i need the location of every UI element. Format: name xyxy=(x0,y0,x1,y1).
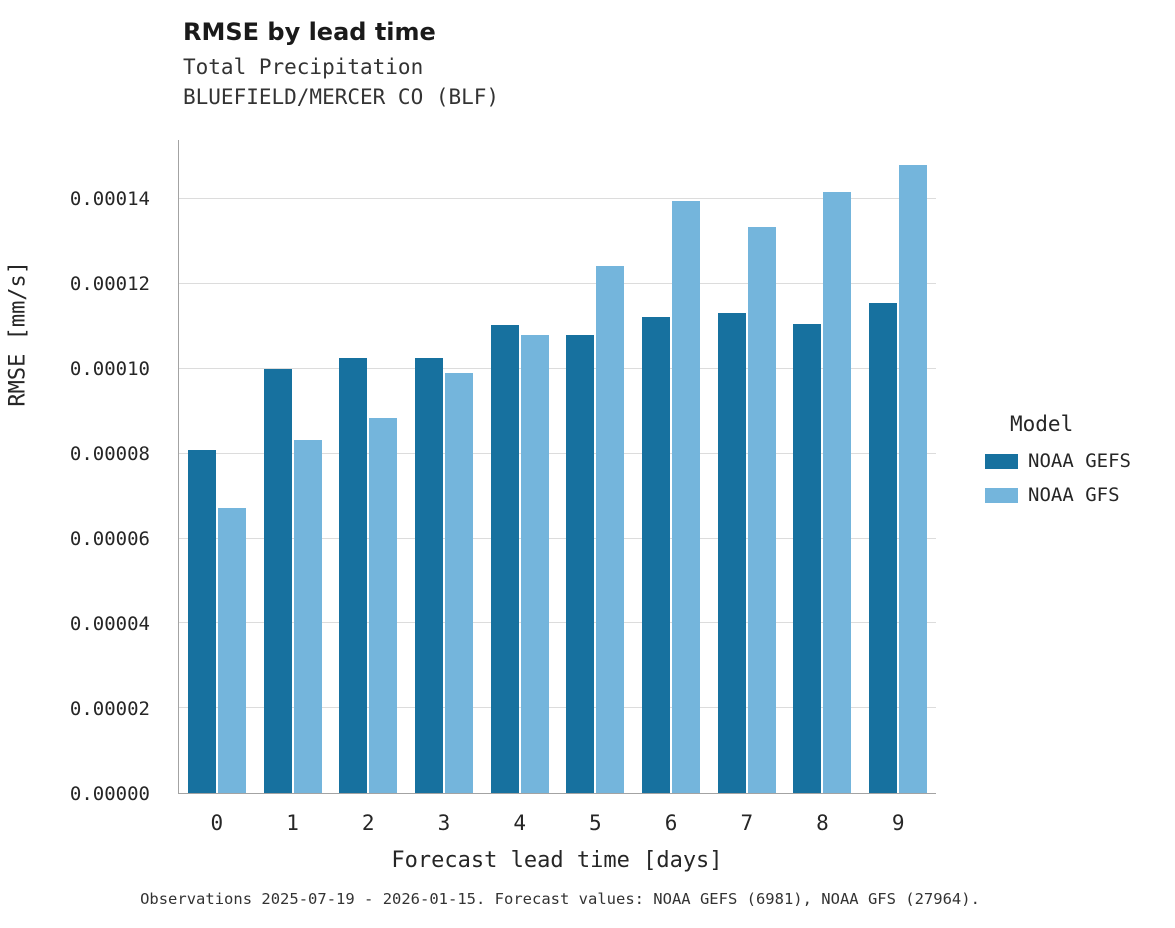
x-tick-label: 7 xyxy=(740,811,754,835)
bar-noaa-gefs xyxy=(339,358,368,793)
gridline xyxy=(179,707,936,709)
y-tick-label: 0.00010 xyxy=(69,358,150,381)
y-tick-label: 0.00014 xyxy=(69,188,150,211)
bar-noaa-gfs xyxy=(369,417,398,793)
bar-noaa-gefs xyxy=(717,313,746,793)
bar-noaa-gfs xyxy=(672,201,701,793)
x-tick-label: 8 xyxy=(816,811,829,835)
y-tick-label: 0.00012 xyxy=(69,273,150,296)
bar-group: 7 xyxy=(709,140,785,835)
bar-group: 6 xyxy=(633,140,709,835)
bar-group: 5 xyxy=(558,140,634,835)
gridline xyxy=(179,452,936,454)
legend-swatch-gfs xyxy=(985,487,1018,503)
bar-noaa-gefs xyxy=(793,323,822,793)
bar-group: 9 xyxy=(860,140,936,835)
gridline xyxy=(179,537,936,539)
legend-swatch-gefs xyxy=(985,453,1018,469)
bar-group: 2 xyxy=(330,140,406,835)
bar-group: 4 xyxy=(482,140,558,835)
y-tick-label: 0.00004 xyxy=(69,613,150,636)
bar-groups-container: 0 1 2 3 4 5 6 7 8 9 xyxy=(179,140,936,835)
x-tick-label: 1 xyxy=(286,811,299,835)
plot-wrap: 0 1 2 3 4 5 6 7 8 9 xyxy=(178,140,936,835)
gridline xyxy=(179,283,936,285)
gridline xyxy=(179,367,936,369)
legend-title: Model xyxy=(1010,412,1074,436)
bar-noaa-gefs xyxy=(642,317,671,793)
bar-noaa-gefs xyxy=(187,449,216,793)
x-tick-label: 6 xyxy=(664,811,678,835)
bar-noaa-gfs xyxy=(899,165,928,793)
plot-area: 0 1 2 3 4 5 6 7 8 9 xyxy=(178,140,936,835)
bar-noaa-gfs xyxy=(596,265,625,793)
gridline xyxy=(179,622,936,624)
bar-noaa-gefs xyxy=(566,335,595,793)
bar-noaa-gfs xyxy=(747,226,776,793)
y-axis-label: RMSE [mm/s] xyxy=(5,260,31,407)
subtitle-station: BLUEFIELD/MERCER CO (BLF) xyxy=(183,85,500,109)
x-axis-label: Forecast lead time [days] xyxy=(391,848,723,873)
x-tick-label: 2 xyxy=(361,811,375,835)
bar-group: 8 xyxy=(785,140,861,835)
bar-group: 0 xyxy=(179,140,255,835)
x-tick-label: 0 xyxy=(210,811,224,835)
bar-noaa-gefs xyxy=(869,303,898,793)
chart-title: RMSE by lead time xyxy=(183,18,436,46)
x-tick-label: 4 xyxy=(513,811,526,835)
legend-item-gfs: NOAA GFS xyxy=(985,484,1170,506)
legend-item-gefs: NOAA GEFS xyxy=(985,450,1170,472)
y-tick-label: 0.00002 xyxy=(69,698,150,721)
caption: Observations 2025-07-19 - 2026-01-15. Fo… xyxy=(140,890,980,908)
gridline xyxy=(179,198,936,200)
legend-label-gefs: NOAA GEFS xyxy=(1028,450,1131,472)
bar-group: 1 xyxy=(255,140,331,835)
bar-noaa-gfs xyxy=(520,335,549,793)
legend: Model NOAA GEFS NOAA GFS xyxy=(985,412,1170,518)
x-tick-label: 9 xyxy=(891,811,905,835)
y-tick-label: 0.00006 xyxy=(69,528,150,551)
bar-group: 3 xyxy=(406,140,482,835)
bar-noaa-gfs xyxy=(444,373,473,793)
y-tick-label: 0.00008 xyxy=(69,443,150,466)
bar-noaa-gefs xyxy=(263,368,292,793)
bar-noaa-gfs xyxy=(823,192,852,793)
bar-noaa-gefs xyxy=(490,325,519,793)
legend-label-gfs: NOAA GFS xyxy=(1028,484,1120,506)
subtitle-variable: Total Precipitation xyxy=(183,55,424,79)
chart-subtitle: Total Precipitation BLUEFIELD/MERCER CO (… xyxy=(183,52,499,112)
bar-noaa-gfs xyxy=(293,440,322,793)
y-tick-label: 0.00000 xyxy=(69,783,150,805)
x-tick-label: 5 xyxy=(589,811,602,835)
bar-noaa-gefs xyxy=(414,357,443,793)
bar-noaa-gfs xyxy=(217,507,246,793)
x-tick-label: 3 xyxy=(437,811,451,835)
